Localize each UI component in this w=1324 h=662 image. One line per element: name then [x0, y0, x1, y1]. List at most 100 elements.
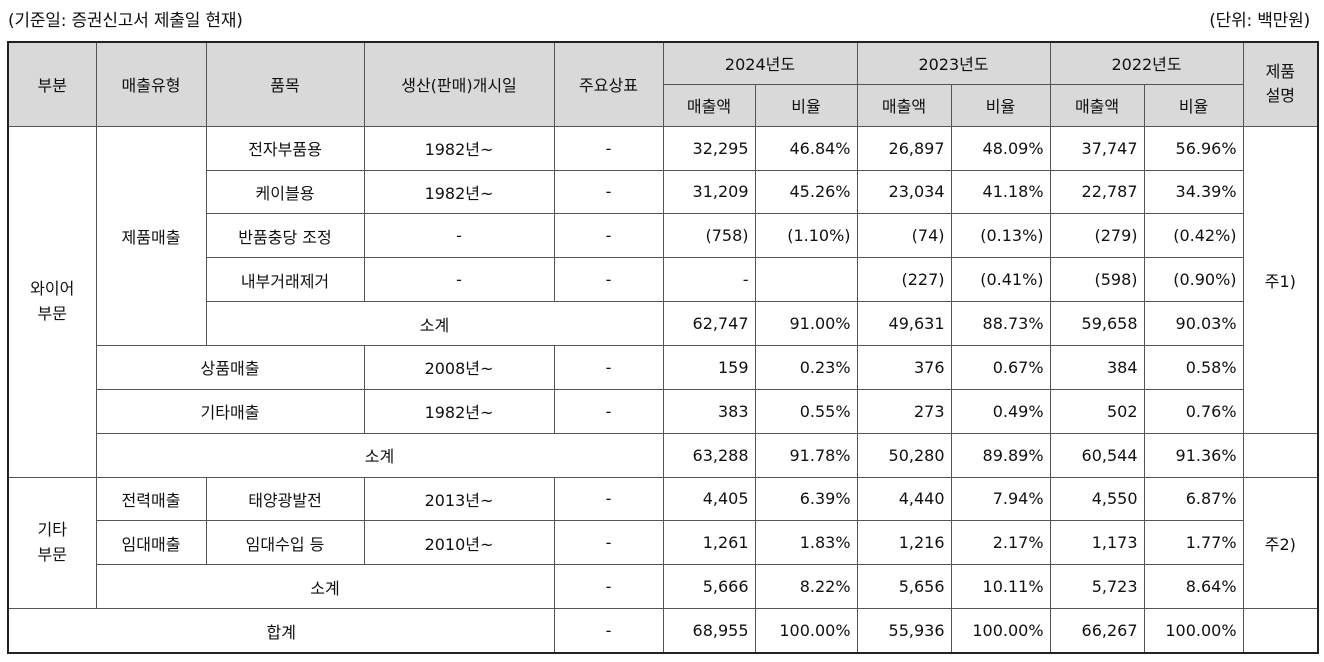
ratio-2023: 0.67% [950, 344, 1051, 390]
brand-cell: - [553, 476, 664, 522]
subtotal-label: 소계 [95, 564, 555, 610]
brand-cell: - [553, 169, 664, 215]
ratio-2024: 91.00% [754, 301, 858, 346]
table-row: 상품매출 2008년~ - 159 0.23% 376 0.67% 384 0.… [8, 344, 1318, 390]
table-row: 기타매출 1982년~ - 383 0.55% 273 0.49% 502 0.… [8, 388, 1318, 434]
ratio-2024: (1.10%) [754, 213, 858, 259]
sales-2023: 273 [856, 388, 952, 434]
sales-2024: 63,288 [662, 432, 756, 478]
sales-2024: 383 [662, 388, 756, 434]
sales-2022: 5,723 [1049, 564, 1145, 610]
table-row: 기타 부문 전력매출 태양광발전 2013년~ - 4,405 6.39% 4,4… [7, 476, 1319, 610]
sales-2022: (598) [1049, 257, 1145, 303]
ratio-2023: 0.49% [950, 388, 1051, 434]
ratio-2024: 8.22% [754, 564, 858, 610]
empty-note-cell [1242, 608, 1319, 654]
header-description-line2: 설명 [1265, 86, 1296, 106]
item-cell: 내부거래제거 [205, 257, 365, 303]
item-cell: 상품매출 [95, 344, 365, 390]
header-ratio: 비율 [754, 83, 858, 127]
sales-2024: 5,666 [662, 564, 756, 610]
table-row: 와이어 부문 제품매출 전자부품용 1982년~ - 32,295 46.84% … [7, 125, 1319, 478]
brand-cell: - [553, 344, 664, 390]
sales-2022: 60,544 [1049, 432, 1145, 478]
ratio-2022: 100.00% [1143, 608, 1244, 654]
sales-2022: 4,550 [1049, 476, 1145, 522]
ratio-2022: 90.03% [1143, 301, 1244, 346]
ratio-2024: 100.00% [754, 608, 858, 654]
ratio-2022: 1.77% [1143, 520, 1244, 566]
subtotal-label: 소계 [205, 301, 664, 346]
sales-2022: 59,658 [1049, 301, 1145, 346]
ratio-2023: 89.89% [950, 432, 1051, 478]
header-description: 제품 설명 [1242, 41, 1319, 127]
ratio-2024: 0.55% [754, 388, 858, 434]
brand-cell: - [553, 608, 664, 654]
start-cell: 2008년~ [363, 344, 555, 390]
header-sales: 매출액 [1049, 83, 1145, 127]
brand-cell: - [553, 213, 664, 259]
ratio-2023: 41.18% [950, 169, 1051, 215]
sales-2024: 4,405 [662, 476, 756, 522]
ratio-2022: 56.96% [1143, 125, 1244, 171]
sales-2024: 159 [662, 344, 756, 390]
header-item: 품목 [205, 41, 365, 127]
segment-other-line1: 기타 [37, 520, 67, 539]
header-start-date: 생산(판매)개시일 [363, 41, 555, 127]
ratio-2023: 48.09% [950, 125, 1051, 171]
sales-2024: - [662, 257, 756, 303]
header-sales-type: 매출유형 [95, 41, 207, 127]
sales-2023: 49,631 [856, 301, 952, 346]
brand-cell: - [553, 564, 664, 610]
sales-table: 부분 매출유형 품목 생산(판매)개시일 주요상표 2024년도 2023년도 … [7, 41, 1320, 654]
item-cell: 기타매출 [95, 388, 365, 434]
table-row-subtotal: 소계 63,288 91.78% 50,280 89.89% 60,544 91… [8, 432, 1319, 478]
note-wire: 주1) [1242, 125, 1319, 434]
sales-2022: 22,787 [1049, 169, 1145, 215]
empty-note-cell [1242, 432, 1319, 478]
ratio-2024 [754, 257, 858, 303]
start-cell: - [363, 257, 555, 303]
sales-2024: 68,955 [662, 608, 756, 654]
header-sales: 매출액 [662, 83, 756, 127]
table-row-subtotal: 소계 62,747 91.00% 49,631 88.73% 59,658 90… [8, 301, 1318, 346]
sales-2023: 5,656 [856, 564, 952, 610]
item-cell: 태양광발전 [205, 476, 365, 522]
sales-2022: 66,267 [1049, 608, 1145, 654]
start-cell: 1982년~ [363, 169, 555, 215]
start-cell: 2013년~ [363, 476, 555, 522]
sales-2023: 55,936 [856, 608, 952, 654]
sales-2022: 37,747 [1049, 125, 1145, 171]
brand-cell: - [553, 125, 664, 171]
item-cell: 임대수입 등 [205, 520, 365, 566]
header-sales: 매출액 [856, 83, 952, 127]
ratio-2023: (0.41%) [950, 257, 1051, 303]
header-year-2024: 2024년도 [662, 41, 858, 85]
header-row-1: 부분 매출유형 품목 생산(판매)개시일 주요상표 2024년도 2023년도 … [7, 41, 1319, 127]
sales-2022: 1,173 [1049, 520, 1145, 566]
sales-2024: 62,747 [662, 301, 756, 346]
brand-cell: - [553, 257, 664, 303]
header-row-2: 매출액 비율 매출액 비율 매출액 비율 [8, 83, 1318, 127]
subtotal-label: 소계 [95, 432, 664, 478]
brand-cell: - [553, 388, 664, 434]
start-cell: - [363, 213, 555, 259]
total-label: 합계 [7, 608, 555, 654]
start-cell: 1982년~ [363, 125, 555, 171]
ratio-2023: 10.11% [950, 564, 1051, 610]
sales-2023: 26,897 [856, 125, 952, 171]
ratio-2023: 2.17% [950, 520, 1051, 566]
header-ratio: 비율 [950, 83, 1051, 127]
segment-wire: 와이어 부문 [7, 125, 97, 478]
table-row-subtotal: 소계 - 5,666 8.22% 5,656 10.11% 5,723 8.64… [8, 564, 1318, 610]
sales-2024: 1,261 [662, 520, 756, 566]
sales-2024: 31,209 [662, 169, 756, 215]
note-other: 주2) [1242, 476, 1319, 610]
ratio-2022: 34.39% [1143, 169, 1244, 215]
group-power-sales: 전력매출 [95, 476, 207, 522]
caption-basis-date: (기준일: 증권신고서 제출일 현재) [8, 11, 243, 31]
segment-wire-line1: 와이어 [30, 278, 75, 298]
sales-2023: (227) [856, 257, 952, 303]
sales-2024: (758) [662, 213, 756, 259]
header-year-2022: 2022년도 [1049, 41, 1244, 85]
